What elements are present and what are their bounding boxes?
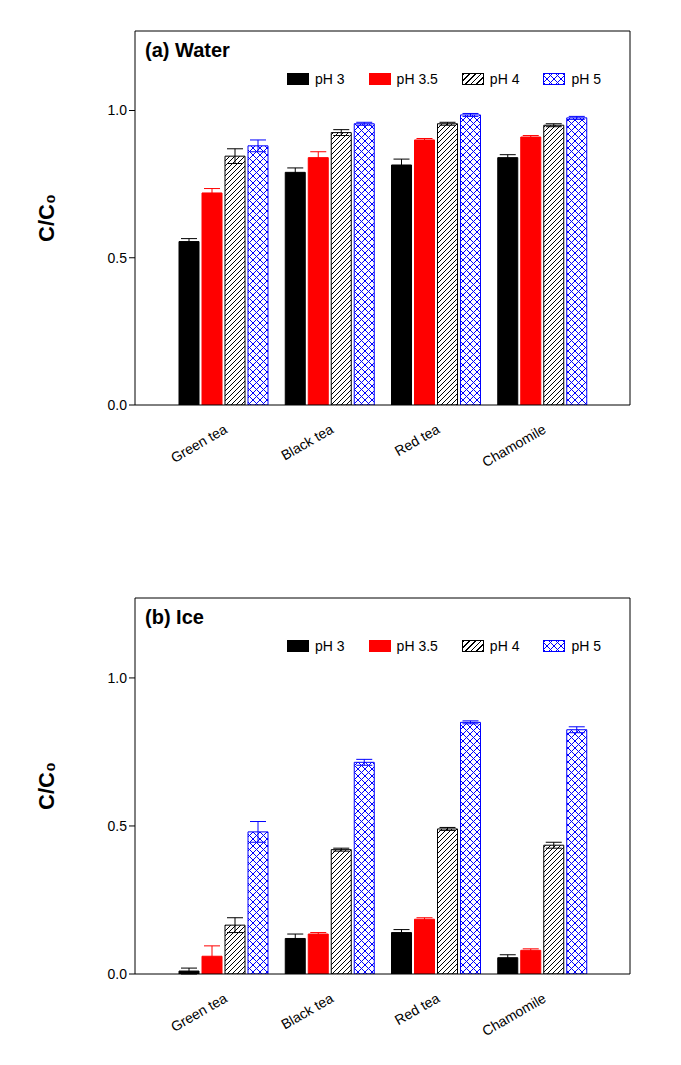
svg-text:Chamomile: Chamomile (479, 990, 548, 1039)
svg-text:Green tea: Green tea (168, 990, 230, 1035)
svg-text:Green tea: Green tea (168, 421, 230, 466)
html-text:C/C₀: C/C₀ (34, 762, 59, 810)
svg-text:Red tea: Red tea (392, 421, 443, 459)
svg-text:0.0: 0.0 (108, 397, 128, 413)
html-text:(b) Ice: (b) Ice (145, 606, 204, 628)
svg-text:Red tea: Red tea (392, 990, 443, 1028)
html-text:pH 5: pH 5 (571, 638, 601, 654)
html-text:C/C₀: C/C₀ (34, 194, 59, 242)
html-text:pH 4: pH 4 (489, 71, 520, 87)
html-text:pH 4: pH 4 (489, 638, 520, 654)
html-text:pH 3.5: pH 3.5 (396, 71, 438, 87)
svg-text:1.0: 1.0 (108, 102, 128, 118)
svg-text:0.5: 0.5 (108, 250, 128, 266)
html-text:pH 3: pH 3 (315, 638, 345, 654)
html-text:pH 3: pH 3 (315, 71, 345, 87)
svg-text:Black tea: Black tea (278, 990, 336, 1033)
svg-text:Black tea: Black tea (278, 421, 336, 464)
svg-text:0.0: 0.0 (108, 966, 128, 982)
html-text:pH 3.5: pH 3.5 (396, 638, 438, 654)
html-text:(a) Water: (a) Water (145, 39, 230, 61)
html-text:pH 5: pH 5 (571, 71, 601, 87)
svg-text:0.5: 0.5 (108, 818, 128, 834)
svg-text:1.0: 1.0 (108, 670, 128, 686)
svg-text:Chamomile: Chamomile (479, 421, 548, 470)
